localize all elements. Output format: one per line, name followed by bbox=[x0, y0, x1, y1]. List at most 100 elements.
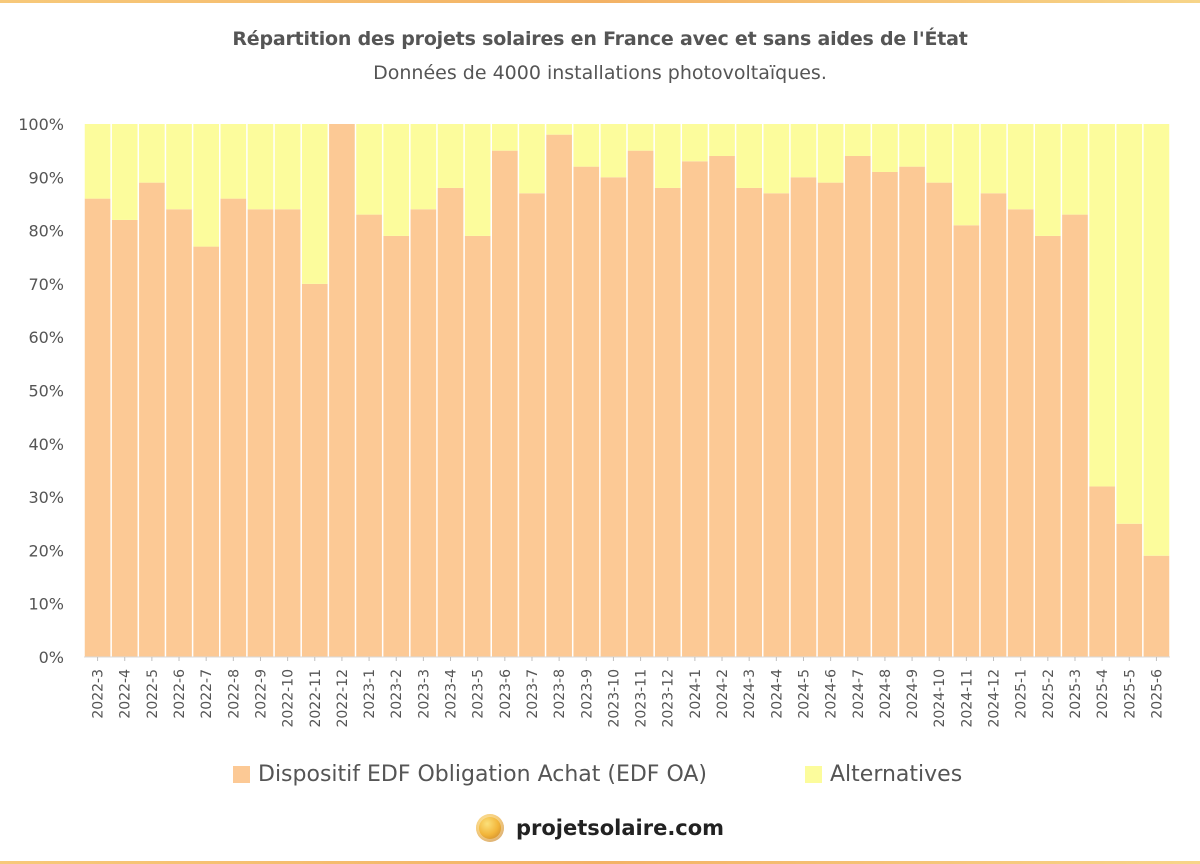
legend-item-alternatives: Alternatives bbox=[805, 762, 962, 787]
bar-alternatives bbox=[464, 124, 491, 236]
bar-alternatives bbox=[220, 124, 247, 199]
x-tick-label: 2023-3 bbox=[416, 669, 432, 719]
y-tick-label: 0% bbox=[39, 648, 64, 667]
bar-edf-oa bbox=[736, 187, 762, 657]
bar-edf-oa bbox=[410, 209, 437, 657]
x-tick-label: 2022-3 bbox=[91, 669, 107, 719]
bar-alternatives bbox=[1062, 124, 1088, 215]
x-tick-label: 2022-10 bbox=[281, 669, 297, 728]
bar-alternatives bbox=[709, 124, 735, 156]
brand-name: projetsolaire.com bbox=[515, 816, 725, 840]
legend-swatch-edf-oa bbox=[233, 766, 250, 783]
y-tick-label: 40% bbox=[28, 435, 64, 454]
bar-edf-oa bbox=[1143, 555, 1170, 657]
y-tick-label: 70% bbox=[28, 275, 64, 294]
x-tick-label: 2025-4 bbox=[1095, 669, 1111, 719]
bar-edf-oa bbox=[166, 209, 192, 657]
bar-alternatives bbox=[301, 124, 328, 284]
bar-alternatives bbox=[872, 124, 898, 172]
bar-edf-oa bbox=[1062, 214, 1088, 658]
x-tick-label: 2023-12 bbox=[661, 669, 677, 728]
y-tick-label: 10% bbox=[28, 595, 64, 614]
bar-alternatives bbox=[274, 124, 301, 210]
bar-edf-oa bbox=[1089, 486, 1115, 657]
bar-alternatives bbox=[383, 124, 410, 236]
bar-edf-oa bbox=[464, 235, 491, 657]
bar-alternatives bbox=[1116, 124, 1143, 524]
bar-alternatives bbox=[111, 124, 138, 220]
x-tick-label: 2023-10 bbox=[606, 669, 622, 728]
bar-alternatives bbox=[654, 124, 681, 188]
bar-edf-oa bbox=[492, 150, 518, 657]
legend: Dispositif EDF Obligation Achat (EDF OA)… bbox=[0, 762, 1200, 796]
bar-edf-oa bbox=[926, 182, 953, 657]
x-tick-label: 2025-5 bbox=[1122, 669, 1138, 719]
x-tick-label: 2024-10 bbox=[932, 669, 948, 728]
bar-alternatives bbox=[926, 124, 953, 183]
bar-edf-oa bbox=[627, 150, 654, 657]
x-tick-label: 2022-5 bbox=[145, 669, 161, 719]
bar-alternatives bbox=[1035, 124, 1061, 236]
bar-edf-oa bbox=[274, 209, 301, 657]
x-tick-label: 2024-2 bbox=[715, 669, 731, 719]
bar-edf-oa bbox=[437, 187, 464, 657]
bar-edf-oa bbox=[763, 193, 790, 658]
x-tick-label: 2022-4 bbox=[118, 669, 134, 719]
x-tick-label: 2023-6 bbox=[498, 669, 514, 719]
bar-alternatives bbox=[817, 124, 844, 183]
bar-alternatives bbox=[763, 124, 790, 194]
bar-alternatives bbox=[627, 124, 654, 151]
bar-alternatives bbox=[844, 124, 871, 156]
legend-item-edf-oa: Dispositif EDF Obligation Achat (EDF OA) bbox=[233, 762, 707, 787]
bar-edf-oa bbox=[790, 177, 817, 658]
bar-edf-oa bbox=[220, 198, 247, 657]
x-tick-label: 2024-8 bbox=[878, 669, 894, 719]
bar-edf-oa bbox=[654, 187, 681, 657]
bar-alternatives bbox=[1089, 124, 1115, 487]
bar-alternatives bbox=[1007, 124, 1034, 210]
top-accent-border bbox=[0, 0, 1200, 3]
x-tick-label: 2023-5 bbox=[471, 669, 487, 719]
legend-swatch-alternatives bbox=[805, 766, 822, 783]
x-tick-label: 2024-9 bbox=[905, 669, 921, 719]
x-tick-label: 2024-1 bbox=[688, 669, 704, 719]
bar-alternatives bbox=[139, 124, 165, 183]
bar-edf-oa bbox=[546, 134, 572, 657]
bar-alternatives bbox=[682, 124, 708, 162]
bar-edf-oa bbox=[899, 166, 925, 657]
bar-alternatives bbox=[492, 124, 518, 151]
bar-alternatives bbox=[247, 124, 274, 210]
bar-edf-oa bbox=[301, 283, 328, 657]
x-tick-label: 2022-7 bbox=[199, 669, 215, 719]
x-tick-label: 2025-1 bbox=[1014, 669, 1030, 719]
bar-edf-oa bbox=[573, 166, 600, 657]
bar-edf-oa bbox=[682, 161, 708, 657]
legend-label-alternatives: Alternatives bbox=[830, 762, 963, 787]
x-tick-label: 2023-4 bbox=[444, 669, 460, 719]
bar-alternatives bbox=[573, 124, 600, 167]
bar-edf-oa bbox=[329, 124, 355, 657]
legend-label-edf-oa: Dispositif EDF Obligation Achat (EDF OA) bbox=[258, 762, 708, 787]
y-tick-label: 60% bbox=[28, 328, 64, 347]
y-tick-label: 80% bbox=[28, 222, 64, 241]
chart-title: Répartition des projets solaires en Fran… bbox=[232, 28, 968, 50]
bar-alternatives bbox=[546, 124, 572, 135]
brand-footer: projetsolaire.com bbox=[0, 812, 1200, 844]
bar-edf-oa bbox=[980, 193, 1007, 658]
bar-edf-oa bbox=[84, 198, 111, 657]
bar-edf-oa bbox=[953, 225, 980, 657]
x-tick-label: 2023-11 bbox=[634, 669, 650, 728]
bar-alternatives bbox=[356, 124, 382, 215]
x-tick-label: 2022-6 bbox=[172, 669, 188, 719]
x-tick-label: 2024-12 bbox=[987, 669, 1003, 728]
bar-alternatives bbox=[953, 124, 980, 226]
bar-alternatives bbox=[410, 124, 437, 210]
x-tick-label: 2023-1 bbox=[362, 669, 378, 719]
bar-edf-oa bbox=[193, 246, 219, 657]
y-tick-label: 20% bbox=[28, 541, 64, 560]
bar-edf-oa bbox=[519, 193, 545, 658]
bar-edf-oa bbox=[709, 155, 735, 658]
bar-edf-oa bbox=[1035, 235, 1061, 657]
bar-edf-oa bbox=[139, 182, 165, 657]
bar-edf-oa bbox=[383, 235, 410, 657]
